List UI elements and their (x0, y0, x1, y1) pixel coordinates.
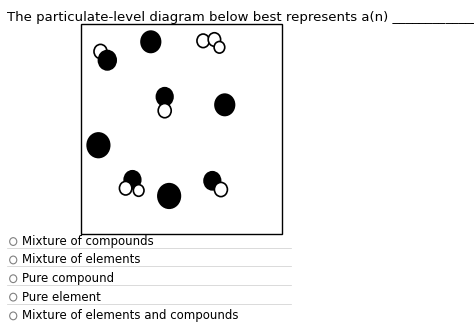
Circle shape (9, 275, 17, 283)
Circle shape (156, 88, 173, 106)
Circle shape (9, 293, 17, 301)
Circle shape (141, 31, 161, 52)
Circle shape (119, 182, 132, 195)
Circle shape (215, 94, 235, 115)
Circle shape (9, 312, 17, 320)
Circle shape (158, 184, 181, 208)
Circle shape (214, 182, 228, 197)
Circle shape (124, 171, 141, 189)
Text: Pure element: Pure element (21, 291, 100, 304)
Circle shape (197, 34, 210, 48)
Text: Mixture of compounds: Mixture of compounds (21, 235, 153, 248)
Circle shape (133, 185, 144, 196)
Text: The particulate-level diagram below best represents a(n) ______________________.: The particulate-level diagram below best… (7, 11, 474, 24)
Circle shape (9, 256, 17, 264)
Circle shape (87, 133, 109, 157)
Circle shape (99, 51, 116, 70)
Circle shape (158, 104, 171, 118)
Circle shape (208, 33, 220, 46)
Circle shape (214, 41, 225, 53)
Circle shape (94, 44, 107, 59)
Text: Mixture of elements and compounds: Mixture of elements and compounds (21, 309, 238, 322)
Circle shape (204, 172, 220, 190)
Circle shape (9, 238, 17, 245)
Bar (81, 24, 283, 234)
Text: Mixture of elements: Mixture of elements (21, 254, 140, 266)
Text: Pure compound: Pure compound (21, 272, 114, 285)
